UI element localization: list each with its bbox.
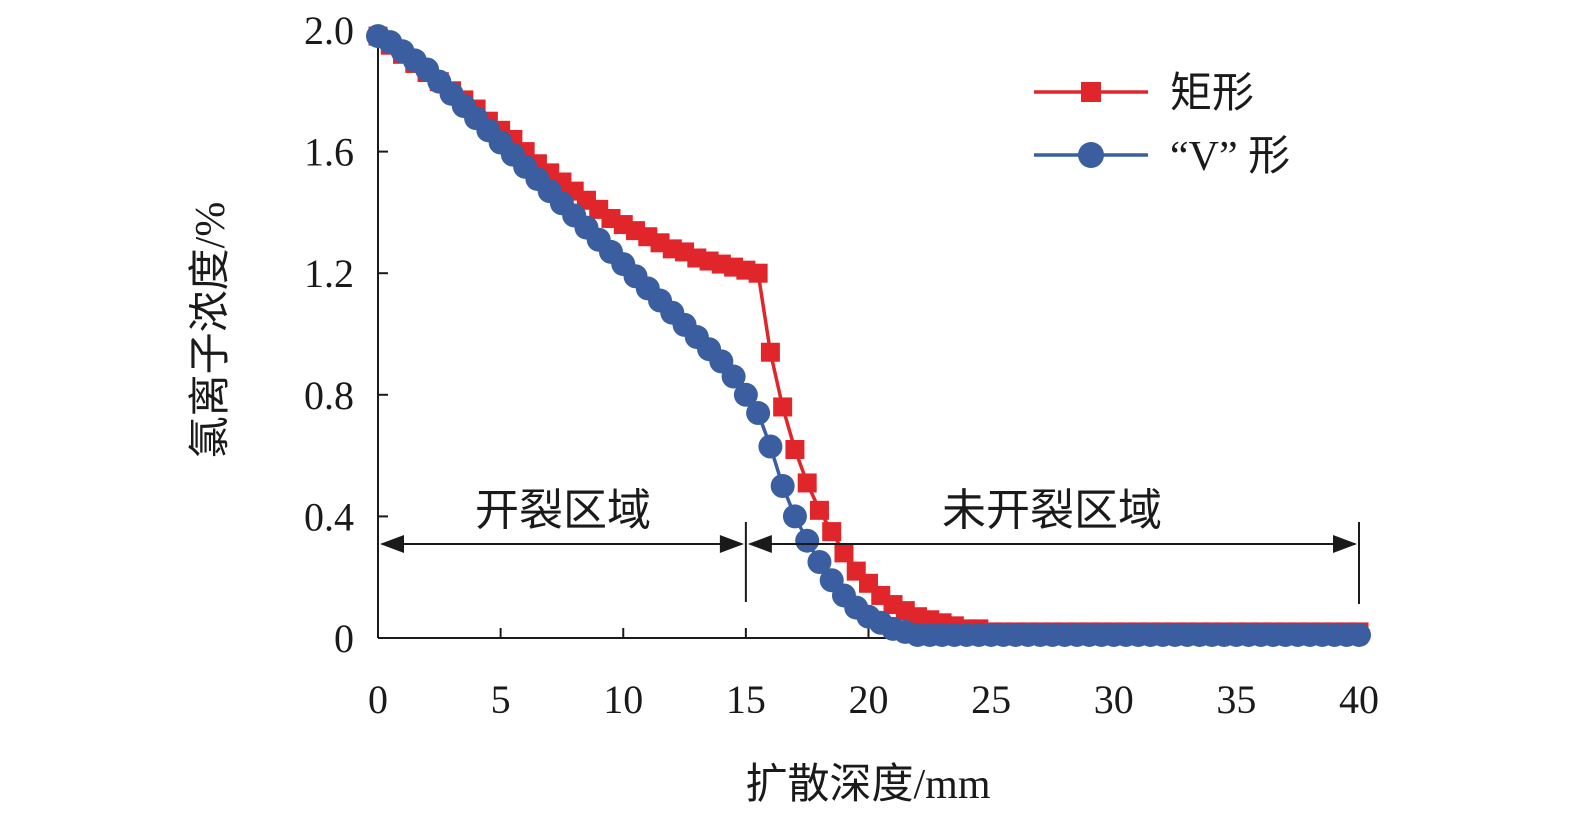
y-tick-label: 2.0	[304, 8, 354, 53]
x-axis-title: 扩散深度/mm	[745, 762, 990, 808]
x-tick-labels: 0 5 10 15 20 25 30 35 40	[368, 677, 1379, 722]
y-tick-label: 0.8	[304, 373, 354, 418]
data-point-square	[748, 263, 768, 283]
uncracked-region-label: 未开裂区域	[942, 486, 1162, 535]
y-tick-labels: 0 0.4 0.8 1.2 1.6 2.0	[304, 8, 354, 661]
y-axis-title: 氯离子浓度/%	[187, 202, 234, 459]
data-point-circle	[733, 382, 758, 407]
x-tick-label: 20	[849, 677, 889, 722]
region-annotations: 开裂区域 未开裂区域	[380, 486, 1360, 604]
series-rectangular	[368, 26, 1369, 642]
data-point-circle	[782, 504, 807, 529]
data-point-square	[809, 500, 829, 520]
series-v-shaped	[366, 24, 1371, 647]
data-point-square	[760, 342, 780, 362]
arrowhead	[380, 535, 404, 553]
y-tick-label: 0.4	[304, 494, 354, 539]
series-group	[366, 24, 1371, 647]
data-point-circle	[1347, 622, 1371, 647]
y-tick-label: 0	[334, 616, 354, 661]
data-point-circle	[746, 401, 771, 426]
data-point-circle	[758, 434, 783, 459]
legend-item: 矩形	[1034, 71, 1254, 117]
legend-item: “V” 形	[1034, 134, 1290, 180]
x-tick-label: 15	[726, 677, 766, 722]
y-tick-label: 1.6	[304, 130, 354, 175]
data-point-square	[822, 522, 842, 542]
cracked-region-label: 开裂区域	[475, 486, 651, 535]
x-tick-label: 0	[368, 677, 388, 722]
data-point-circle	[721, 364, 746, 389]
data-point-circle	[770, 474, 795, 498]
data-point-square	[834, 543, 854, 563]
arrowhead	[719, 535, 744, 553]
data-point-circle	[795, 528, 820, 553]
legend-label: 矩形	[1170, 71, 1254, 117]
data-point-square	[785, 440, 805, 460]
x-tick-label: 35	[1216, 677, 1256, 722]
x-tick-label: 5	[491, 677, 511, 722]
series-line	[376, 34, 1359, 634]
axes	[377, 28, 1360, 639]
legend-label: “V” 形	[1170, 134, 1290, 180]
y-tick-label: 1.2	[304, 251, 354, 296]
x-tick-label: 40	[1339, 677, 1379, 722]
series-line	[377, 34, 1359, 637]
legend: 矩形 “V” 形	[1034, 71, 1290, 180]
arrowhead	[747, 535, 772, 553]
legend-marker-circle	[1078, 142, 1104, 168]
legend-marker-square	[1081, 82, 1101, 102]
data-point-circle	[807, 550, 832, 574]
data-point-square	[773, 397, 793, 417]
x-tick-label: 30	[1094, 677, 1134, 722]
data-point-square	[797, 473, 817, 493]
x-tick-label: 10	[603, 677, 643, 722]
x-tick-label: 25	[971, 677, 1011, 722]
arrowhead	[1333, 535, 1357, 553]
